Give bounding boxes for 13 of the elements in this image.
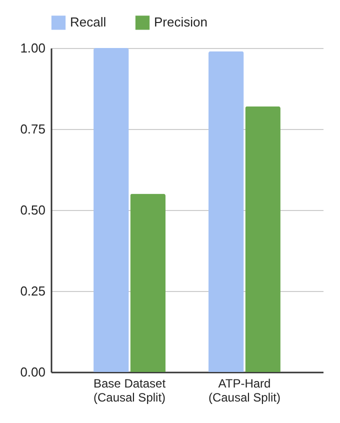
x-tick-label: Base Dataset (Causal Split) bbox=[93, 376, 166, 404]
y-tick-label: 0.75 bbox=[20, 122, 46, 136]
y-tick-label: 0.25 bbox=[20, 284, 46, 298]
legend-label: Precision bbox=[154, 14, 208, 30]
bar bbox=[245, 106, 280, 372]
bar bbox=[208, 51, 244, 372]
y-tick-label: 0.00 bbox=[20, 364, 46, 380]
x-tick-label: ATP-Hard (Causal Split) bbox=[208, 376, 280, 404]
bar bbox=[94, 48, 129, 372]
bar bbox=[130, 194, 166, 372]
legend-label: Recall bbox=[70, 14, 106, 30]
y-tick-label: 0.50 bbox=[20, 202, 46, 218]
y-tick-label: 1.00 bbox=[20, 40, 46, 56]
